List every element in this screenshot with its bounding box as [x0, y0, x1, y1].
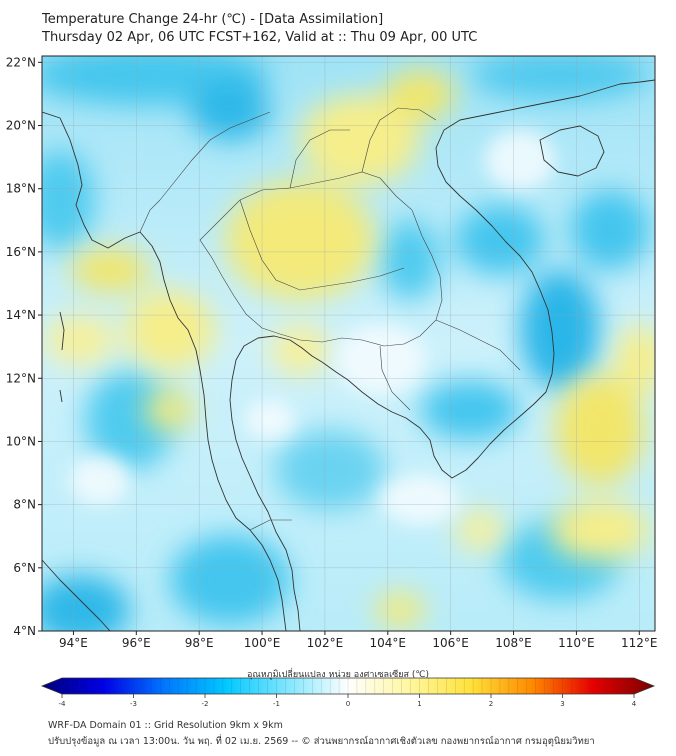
lat-tick-label: 22°N — [6, 55, 36, 69]
lon-tick-label: 110°E — [558, 636, 595, 650]
lon-tick-label: 112°E — [621, 636, 658, 650]
lat-tick-label: 8°N — [13, 498, 36, 512]
footer-model-info: WRF-DA Domain 01 :: Grid Resolution 9km … — [48, 720, 283, 731]
chart-subtitle: Thursday 02 Apr, 06 UTC FCST+162, Valid … — [42, 30, 478, 45]
chart-title: Temperature Change 24-hr (℃) - [Data Ass… — [42, 12, 384, 27]
colorbar-tick-label: 4 — [632, 700, 637, 708]
longitude-axis: 94°E 96°E 98°E 100°E 102°E 104°E 106°E 108°E 110… — [59, 631, 658, 650]
lat-tick-label: 16°N — [6, 245, 36, 259]
lon-tick-label: 94°E — [59, 636, 88, 650]
lon-tick-label: 100°E — [244, 636, 281, 650]
map-area — [42, 56, 655, 631]
warming-field — [45, 70, 655, 628]
lat-tick-label: 18°N — [6, 182, 36, 196]
colorbar-tick-label: -4 — [59, 700, 67, 708]
colorbar-title: อุณหภูมิเปลี่ยนแปลง หน่วย องศาเซลเซียส (… — [246, 670, 430, 680]
admin-borders — [139, 107, 521, 531]
lat-tick-label: 10°N — [6, 434, 36, 448]
colorbar-tick-label: -2 — [202, 700, 209, 708]
footer-update-info: ปรับปรุงข้อมูล ณ เวลา 13:00น. วัน พฤ. ที… — [48, 736, 595, 747]
colorbar-tick-label: 1 — [417, 700, 421, 708]
lon-tick-label: 104°E — [370, 636, 407, 650]
lat-tick-label: 6°N — [13, 561, 36, 575]
colorbar-tick-label: -1 — [273, 700, 280, 708]
cooling-field — [42, 56, 650, 631]
lon-tick-label: 98°E — [185, 636, 214, 650]
graticule — [42, 56, 655, 631]
map-frame — [41, 55, 656, 632]
lon-tick-label: 108°E — [495, 636, 532, 650]
neutral-field — [70, 130, 555, 525]
lat-tick-label: 14°N — [6, 308, 36, 322]
lat-tick-label: 4°N — [13, 624, 36, 638]
coastlines — [42, 79, 655, 631]
colorbar-tick-label: 0 — [346, 700, 350, 708]
lon-tick-label: 96°E — [122, 636, 151, 650]
colorbar-tick-label: -3 — [130, 700, 137, 708]
colorbar: -4 -3 -2 -1 0 1 2 3 4 — [40, 677, 656, 708]
colorbar-segments — [70, 678, 626, 694]
colorbar-ticks: -4 -3 -2 -1 0 1 2 3 4 — [59, 694, 637, 708]
colorbar-tick-label: 3 — [560, 700, 564, 708]
latitude-axis: 22°N 20°N 18°N 16°N 14°N 12°N 10°N 8°N 6°N 4°N — [6, 55, 42, 638]
lon-tick-label: 106°E — [432, 636, 469, 650]
colorbar-tick-label: 2 — [489, 700, 493, 708]
lat-tick-label: 20°N — [6, 119, 36, 133]
lon-tick-label: 102°E — [307, 636, 344, 650]
lat-tick-label: 12°N — [6, 371, 36, 385]
